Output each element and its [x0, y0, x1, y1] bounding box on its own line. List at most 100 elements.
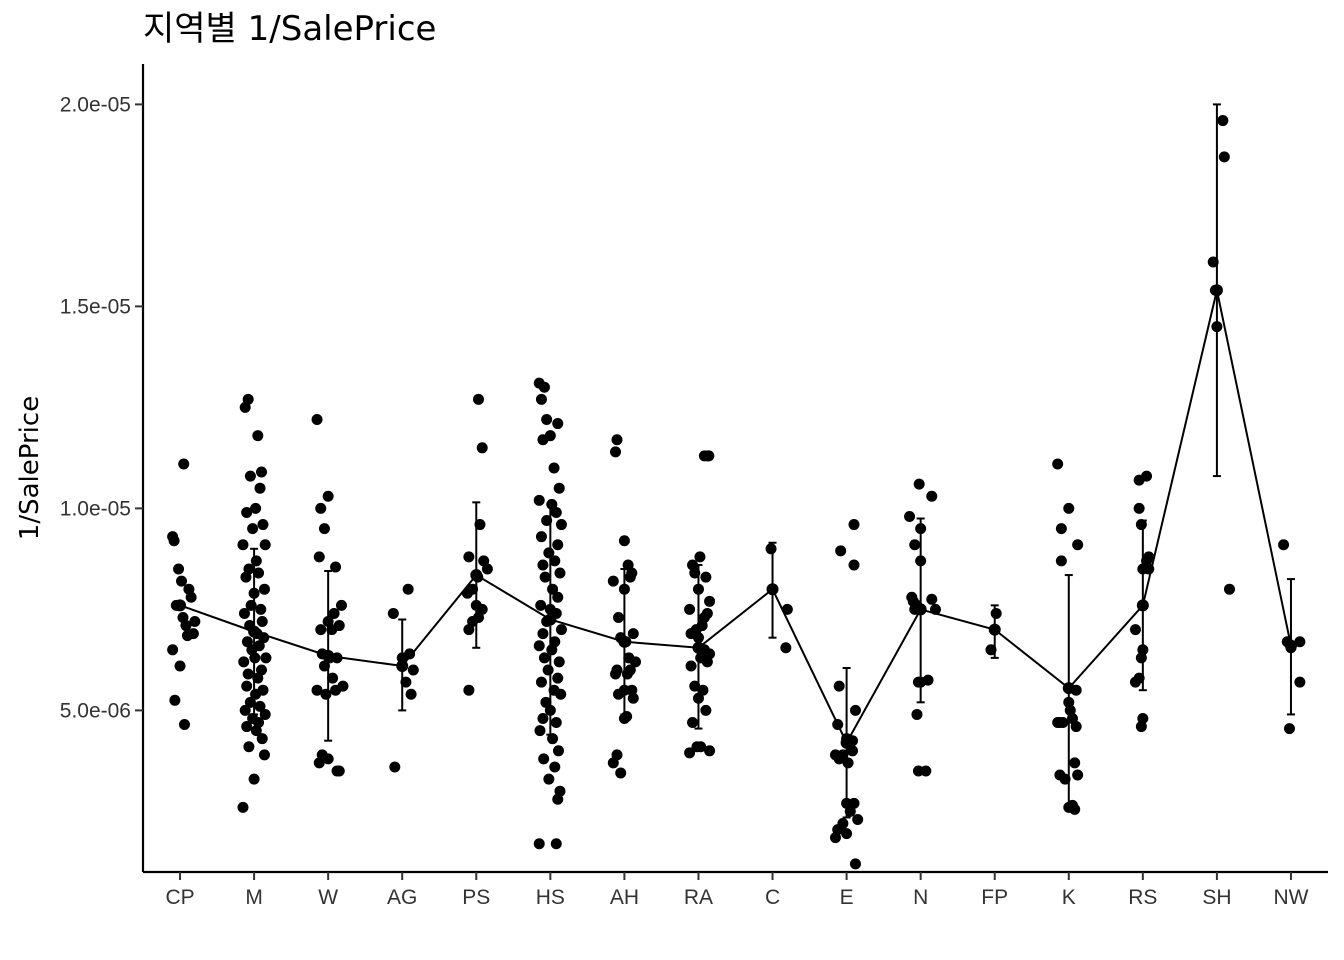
data-point — [611, 434, 623, 446]
data-point — [549, 555, 561, 567]
chart-title: 지역별 1/SalePrice — [143, 9, 436, 49]
data-point — [694, 551, 706, 563]
data-point — [533, 494, 545, 506]
data-point — [780, 642, 792, 654]
error-bars — [250, 103, 1295, 819]
data-point — [241, 680, 253, 692]
mean-line — [179, 290, 1292, 745]
x-tick-label: E — [840, 886, 854, 909]
data-point — [241, 636, 253, 648]
data-point — [1218, 151, 1230, 163]
data-point — [250, 688, 262, 700]
data-point — [1294, 636, 1306, 648]
data-point — [829, 832, 841, 844]
data-point — [476, 442, 488, 454]
x-tick-label: PS — [462, 886, 490, 909]
mean-point — [840, 736, 853, 749]
mean-point — [1136, 599, 1149, 612]
data-point — [1283, 723, 1295, 735]
mean-point — [322, 649, 335, 662]
mean-point — [396, 659, 409, 672]
mean-point — [692, 641, 705, 654]
data-point — [405, 688, 417, 700]
data-point — [239, 704, 251, 716]
data-point — [549, 761, 561, 773]
data-point — [311, 414, 323, 426]
x-tick-label: C — [765, 886, 780, 909]
data-point — [535, 393, 547, 405]
data-point — [849, 704, 861, 716]
data-point — [313, 551, 325, 563]
data-point — [1072, 539, 1084, 551]
x-tick-label: RS — [1128, 886, 1157, 909]
data-point — [701, 656, 713, 668]
data-point — [533, 640, 545, 652]
data-point — [610, 668, 622, 680]
data-point — [313, 757, 325, 769]
data-point — [404, 648, 416, 660]
data-point — [904, 510, 916, 522]
data-point — [630, 656, 642, 668]
data-point — [256, 466, 267, 478]
data-point — [181, 630, 193, 642]
mean-point — [618, 635, 631, 648]
data-point — [463, 684, 475, 696]
data-point — [1063, 502, 1075, 514]
mean-point — [248, 625, 261, 638]
data-point — [835, 545, 847, 557]
data-point — [848, 797, 860, 809]
data-point — [1223, 583, 1235, 595]
data-point — [552, 418, 564, 430]
data-point — [252, 430, 264, 442]
data-point — [612, 688, 624, 700]
data-point — [473, 611, 485, 623]
data-point — [322, 490, 334, 502]
data-point — [387, 607, 399, 619]
data-point — [260, 652, 272, 664]
x-tick-label: FP — [981, 886, 1008, 909]
data-point — [178, 458, 190, 470]
data-point — [687, 717, 699, 729]
x-tick-label: M — [245, 886, 263, 909]
data-point — [257, 519, 269, 531]
data-point — [237, 539, 249, 551]
data-point — [610, 446, 622, 458]
data-point — [926, 490, 938, 502]
data-point — [704, 595, 716, 607]
data-point — [615, 767, 627, 779]
data-point — [624, 664, 636, 676]
data-point — [552, 793, 564, 805]
data-point — [700, 571, 712, 583]
data-point — [256, 616, 268, 628]
data-point — [552, 591, 564, 603]
data-point — [833, 753, 845, 765]
data-point — [259, 539, 271, 551]
data-point — [535, 599, 547, 611]
data-point — [250, 502, 262, 514]
data-point — [691, 741, 703, 753]
data-point — [543, 547, 555, 559]
mean-point — [174, 599, 187, 612]
data-point — [333, 620, 345, 632]
data-point — [849, 858, 861, 870]
data-point — [327, 672, 339, 684]
x-tick-label: RA — [684, 886, 713, 909]
points — [167, 115, 1306, 870]
data-point — [703, 450, 715, 462]
data-point — [1217, 115, 1229, 127]
data-point — [255, 603, 267, 615]
data-point — [535, 676, 547, 688]
data-point — [684, 747, 696, 759]
data-point — [913, 478, 925, 490]
data-point — [315, 502, 327, 514]
data-point — [1133, 502, 1145, 514]
x-tick-label: AH — [610, 886, 639, 909]
data-point — [333, 765, 345, 777]
data-point — [330, 561, 342, 573]
data-point — [553, 656, 565, 668]
data-point — [543, 773, 555, 785]
data-point — [701, 607, 713, 619]
data-point — [315, 624, 327, 636]
data-point — [704, 745, 716, 757]
data-point — [911, 708, 923, 720]
